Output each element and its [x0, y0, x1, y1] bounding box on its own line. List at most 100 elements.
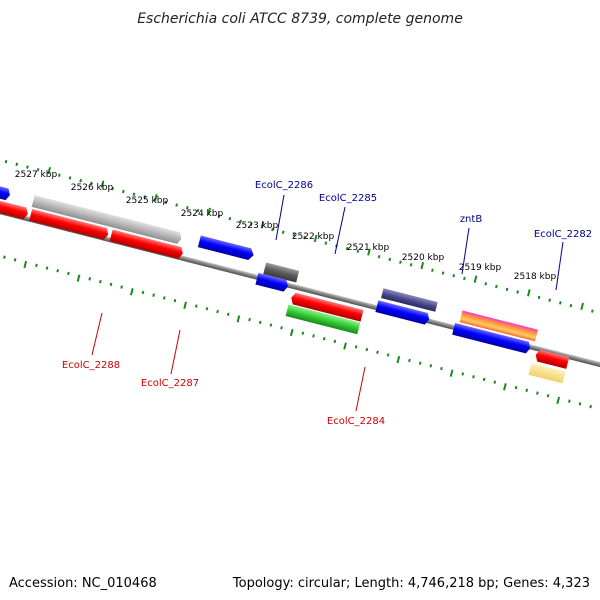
major-tick	[207, 207, 211, 215]
minor-tick	[463, 276, 466, 281]
minor-tick	[429, 364, 433, 368]
tick-label: 2519 kbp	[459, 263, 502, 273]
minor-tick	[440, 366, 443, 371]
reverse-cds-feature[interactable]	[452, 323, 532, 354]
gene-label[interactable]: EcolC_2286	[255, 180, 313, 191]
minor-tick	[88, 277, 92, 281]
tick-label: 2521 kbp	[347, 243, 390, 253]
major-tick	[367, 248, 371, 256]
minor-tick	[3, 255, 6, 259]
reverse-cds-feature[interactable]	[197, 235, 255, 261]
minor-tick	[441, 271, 445, 275]
minor-tick	[281, 230, 285, 234]
minor-tick	[173, 298, 177, 303]
minor-tick	[312, 334, 315, 338]
minor-tick	[333, 339, 337, 344]
minor-tick	[194, 304, 198, 308]
gene-label[interactable]: EcolC_2285	[319, 193, 377, 204]
minor-tick	[56, 269, 60, 273]
major-tick	[23, 260, 28, 269]
minor-tick	[303, 235, 306, 240]
gene-label[interactable]: zntB	[460, 214, 483, 225]
major-tick	[396, 355, 401, 364]
label-leaders	[91, 194, 564, 412]
reverse-cds-feature[interactable]	[255, 272, 289, 293]
minor-tick	[399, 260, 402, 264]
minor-tick	[45, 266, 49, 270]
other-feature[interactable]	[263, 262, 300, 283]
tick-label: 2523 kbp	[236, 221, 279, 231]
gene-label[interactable]: EcolC_2282	[534, 229, 592, 240]
pseudogene-feature[interactable]	[31, 195, 183, 244]
major-tick	[260, 221, 265, 229]
tick-label: 2520 kbp	[402, 253, 445, 263]
forward-cds-feature[interactable]	[29, 209, 109, 240]
minor-tick	[258, 320, 262, 325]
forward-cds-feature[interactable]	[109, 229, 185, 260]
other-feature[interactable]	[528, 363, 566, 384]
minor-tick	[175, 203, 178, 207]
major-tick	[183, 301, 187, 309]
minor-tick	[356, 249, 360, 253]
gene-label[interactable]: EcolC_2284	[327, 416, 385, 427]
minor-tick	[461, 372, 465, 376]
gene-label[interactable]: EcolC_2288	[62, 360, 120, 371]
minor-tick	[143, 195, 146, 199]
inner-tick-ring	[3, 255, 592, 409]
minor-tick	[292, 233, 296, 237]
rna-feature[interactable]	[285, 304, 361, 335]
minor-tick	[386, 353, 390, 357]
other-feature[interactable]	[381, 288, 438, 312]
minor-tick	[408, 358, 411, 363]
reverse-cds-feature[interactable]	[0, 171, 11, 201]
tick-label: 2524 kbp	[181, 209, 224, 219]
tick-label: 2522 kbp	[292, 232, 335, 242]
map-title: Escherichia coli ATCC 8739, complete gen…	[137, 11, 463, 27]
major-tick	[130, 288, 134, 296]
minor-tick	[79, 178, 83, 183]
minor-tick	[162, 296, 166, 300]
accession-text: Accession: NC_010468	[9, 576, 157, 591]
major-tick	[153, 194, 158, 202]
minor-tick	[228, 216, 232, 221]
minor-tick	[239, 219, 242, 224]
minor-tick	[271, 227, 274, 232]
major-tick	[47, 166, 52, 175]
forward-cds-feature[interactable]	[534, 349, 570, 369]
major-tick	[236, 315, 241, 323]
major-tick	[503, 383, 507, 391]
minor-tick	[365, 347, 369, 352]
minor-tick	[495, 284, 498, 289]
minor-tick	[216, 309, 219, 314]
reverse-cds-feature[interactable]	[375, 300, 430, 325]
minor-tick	[472, 375, 475, 379]
gene-labels: EcolC_2286 EcolC_2285 zntB EcolC_2282 Ec…	[62, 180, 592, 427]
minor-tick	[13, 258, 17, 262]
minor-tick	[301, 331, 305, 335]
minor-tick	[58, 173, 61, 177]
minor-tick	[537, 295, 541, 300]
minor-tick	[559, 301, 562, 305]
minor-tick	[15, 162, 19, 167]
major-tick	[527, 289, 531, 297]
minor-tick	[90, 181, 93, 186]
minor-tick	[67, 271, 70, 276]
minor-tick	[578, 402, 582, 406]
forward-cds-feature[interactable]	[290, 292, 364, 322]
other-feature[interactable]	[459, 310, 539, 342]
minor-tick	[99, 279, 102, 284]
minor-tick	[111, 187, 114, 191]
minor-tick	[132, 192, 136, 196]
minor-tick	[493, 380, 497, 384]
minor-tick	[591, 309, 594, 313]
genome-stats-text: Topology: circular; Length: 4,746,218 bp…	[232, 576, 590, 591]
forward-cds-feature[interactable]	[0, 189, 29, 220]
minor-tick	[345, 246, 349, 251]
minor-tick	[205, 307, 209, 311]
minor-tick	[388, 257, 392, 262]
minor-tick	[120, 285, 123, 289]
minor-tick	[418, 361, 422, 365]
gene-label[interactable]: EcolC_2287	[141, 378, 199, 389]
minor-tick	[546, 394, 550, 398]
